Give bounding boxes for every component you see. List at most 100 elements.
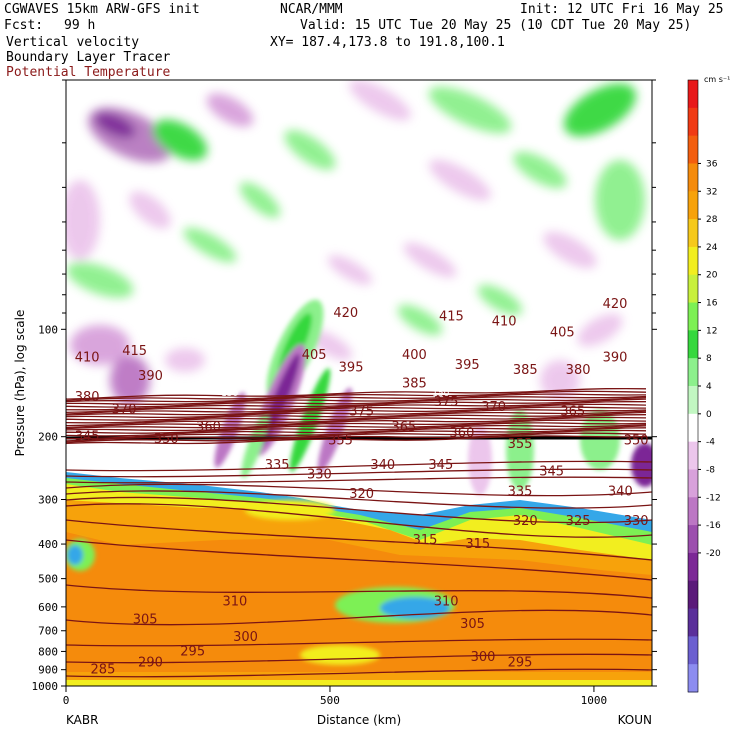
colorbar-swatch [688,358,698,387]
theta-label: 395 [339,361,364,376]
theta-contour [66,396,647,408]
theta-label: 315 [413,533,438,548]
theta-label: 375 [349,405,374,420]
colorbar-swatch [688,469,698,498]
colorbar-label: 0 [706,410,712,420]
colorbar-swatch [688,386,698,415]
theta-contour [66,429,647,442]
right-endpoint-station: KOUN [618,713,652,727]
colorbar-swatch [688,330,698,359]
y-tick-label: 200 [38,431,58,444]
colorbar-swatch [688,135,698,164]
model-title: CGWAVES 15km ARW-GFS init [4,2,200,17]
theta-contour [66,403,647,415]
theta-contour [66,668,652,678]
colorbar-swatch [688,413,698,443]
theta-contour [66,393,647,403]
colorbar-swatch [688,274,698,304]
theta-contour [66,422,647,432]
theta-contour [66,390,647,402]
tropopause-label: 150 [221,389,238,399]
forecast-hour: 99 h [64,18,96,33]
theta-label: 365 [391,420,416,435]
y-tick-label: 1000 [32,680,59,693]
theta-label: 310 [223,595,248,610]
theta-label: 385 [402,377,427,392]
theta-label: 330 [624,514,649,529]
colorbar-label: 24 [706,243,718,253]
theta-label: 300 [471,650,496,665]
colorbar-swatch [688,608,698,637]
theta-label: 375 [434,395,459,410]
theta-label: 405 [302,348,327,363]
forecast-label: Fcst: [4,18,44,33]
field-vertical-velocity: Vertical velocity [6,35,140,50]
theta-label: 390 [138,369,163,384]
theta-contour [66,653,652,664]
theta-label: 405 [550,325,575,340]
colorbar-swatch [688,191,698,220]
y-tick-label: 700 [38,625,58,638]
theta-label: 345 [428,458,453,473]
colorbar-swatch [688,664,698,693]
theta-label: 320 [513,514,538,529]
theta-label: 400 [402,348,427,363]
colorbar-swatch [688,497,698,526]
theta-contour [66,423,647,434]
y-tick-label: 800 [38,645,58,658]
colorbar-label: 20 [706,271,718,281]
theta-contour [66,411,647,424]
colorbar-label: -20 [706,549,721,559]
theta-label: 335 [508,485,533,500]
theta-label: 335 [265,458,290,473]
organization: NCAR/MMM [280,2,343,17]
theta-label: 320 [349,487,374,502]
theta-label: 380 [75,390,100,405]
theta-label: 310 [434,595,459,610]
theta-label: 410 [75,351,100,366]
theta-label: 300 [233,630,258,645]
y-tick-label: 900 [38,664,58,677]
theta-label: 415 [122,344,147,359]
theta-contour [66,584,652,599]
theta-contour [66,410,647,421]
colorbar-label: -4 [706,438,715,448]
colorbar-swatch [688,636,698,665]
colorbar-swatch [688,163,698,192]
colorbar-label: 16 [706,299,718,309]
theta-label: 295 [180,644,205,659]
theta-contour [66,435,647,445]
init-time: Init: 12 UTC Fri 16 May 25 [520,2,724,17]
theta-label: 340 [370,458,395,473]
theta-label: 340 [608,485,633,500]
theta-label: 350 [624,434,649,449]
theta-contour [66,427,647,440]
colorbar-swatch [688,219,698,248]
y-tick-label: 600 [38,601,58,614]
theta-label: 420 [603,297,628,312]
x-tick-label: 0 [63,694,70,707]
colorbar-label: 36 [706,159,718,169]
theta-label: 305 [133,612,158,627]
theta-contour [66,468,652,478]
colorbar-swatch [688,552,698,582]
theta-contour [66,395,647,405]
theta-label: 305 [460,617,485,632]
theta-contour [66,496,652,524]
colorbar-label: -12 [706,493,721,503]
y-tick-label: 400 [38,538,58,551]
colorbar-label: 8 [706,354,712,364]
y-tick-label: 100 [38,323,58,336]
colorbar-swatch [688,80,698,109]
theta-label: 365 [560,405,585,420]
theta-contour [66,409,647,419]
colorbar-unit: cm s⁻¹ [704,75,730,84]
theta-contour [66,476,652,484]
theta-contour [66,432,647,443]
theta-contour [66,425,647,437]
theta-label: 370 [112,403,137,418]
theta-label: 380 [566,363,591,378]
theta-label: 390 [603,351,628,366]
x-tick-label: 500 [320,694,340,707]
